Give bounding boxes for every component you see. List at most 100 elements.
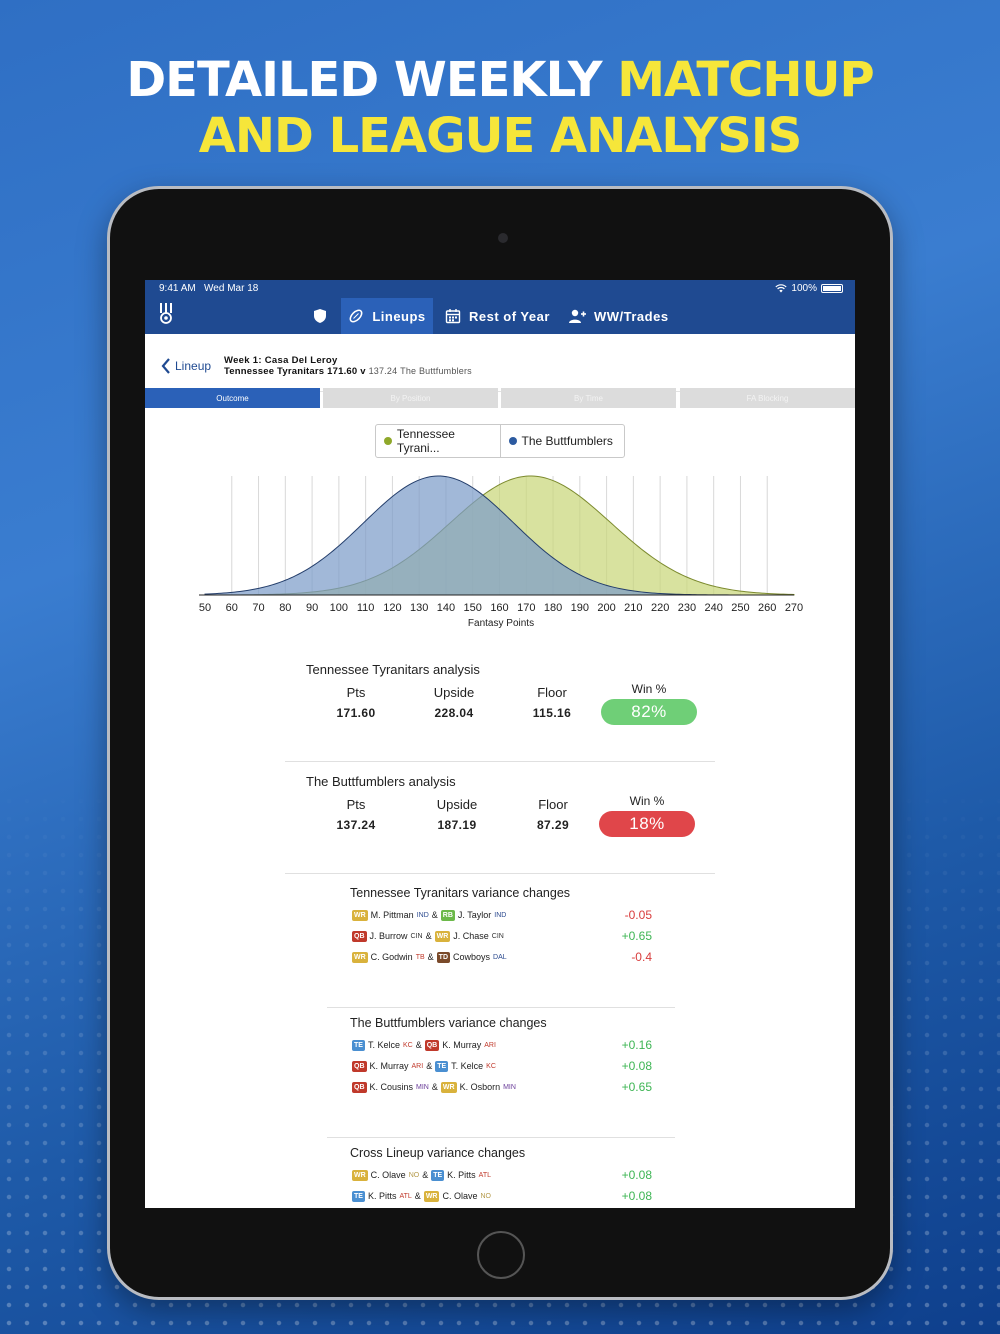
variance-title: Tennessee Tyranitars variance changes (350, 886, 571, 900)
x-tick-label: 50 (199, 602, 211, 614)
win-pill: 18% (599, 811, 695, 837)
ampersand: & (422, 1170, 429, 1180)
position-badge: RB (440, 909, 455, 921)
team-abbr: NO (408, 1171, 420, 1179)
variance-title: The Buttfumblers variance changes (350, 1016, 547, 1030)
player-name: J. Chase (453, 931, 489, 941)
player-name: T. Kelce (451, 1061, 484, 1071)
team1-score: 171.60 (327, 366, 358, 377)
back-label: Lineup (175, 359, 212, 373)
wifi-icon (775, 284, 788, 293)
variance-row[interactable]: WR M. Pittman IND & RB J. Taylor IND -0.05 (352, 908, 652, 922)
team-abbr: DAL (493, 953, 507, 961)
team-abbr: IND (416, 911, 429, 919)
stat-upside-value: 228.04 (434, 706, 474, 720)
position-badge: WR (440, 1081, 457, 1093)
x-tick-label: 200 (597, 602, 615, 614)
x-tick-label: 230 (678, 602, 696, 614)
x-axis-label: Fantasy Points (468, 618, 534, 629)
stat-upside-label: Upside (433, 685, 475, 700)
segment-fa-blocking[interactable]: FA Blocking (680, 388, 855, 408)
team-abbr: MIN (503, 1083, 516, 1091)
tab-ww-trades[interactable]: WW/Trades (568, 298, 669, 334)
stat-pts-label: Pts (346, 797, 366, 812)
player-name: J. Taylor (457, 910, 492, 920)
ampersand: & (425, 931, 432, 941)
segment-by-time[interactable]: By Time (501, 388, 676, 408)
variance-row[interactable]: TE K. Pitts ATL & WR C. Olave NO +0.08 (352, 1189, 652, 1203)
stat-upside: Upside 187.19 (412, 797, 502, 832)
variance-value: +0.65 (621, 1080, 652, 1094)
player-name: K. Cousins (369, 1082, 414, 1092)
player-name: C. Olave (442, 1191, 478, 1201)
variance-row[interactable]: QB K. Cousins MIN & WR K. Osborn MIN +0.65 (352, 1080, 652, 1094)
football-icon (349, 309, 363, 323)
points-distribution-chart: 50 60 70 80 90 100 110 120 130 140 150 160 170 180 190… (199, 475, 803, 629)
analysis-team2: The Buttfumblers analysis Pts 137.24 Upsi… (285, 774, 715, 874)
position-badge: TE (435, 1060, 449, 1072)
tab-rest-of-year[interactable]: Rest of Year (445, 298, 550, 334)
legend-label-team2: The Buttfumblers (521, 434, 613, 448)
variance-row[interactable]: TE T. Kelce KC & QB K. Murray ARI +0.16 (352, 1038, 652, 1052)
app-logo-icon[interactable] (159, 302, 173, 324)
tab-rest-of-year-label: Rest of Year (469, 308, 550, 324)
stat-floor-label: Floor (538, 797, 568, 812)
stat-floor-value: 87.29 (536, 818, 570, 832)
variance-row[interactable]: WR C. Olave NO & TE K. Pitts ATL +0.08 (352, 1168, 652, 1182)
ampersand: & (415, 1040, 422, 1050)
tab-shield[interactable] (309, 298, 331, 334)
team-abbr: TB (415, 953, 425, 961)
team-abbr: CIN (410, 932, 423, 940)
chart-legend: Tennessee Tyrani... The Buttfumblers (375, 424, 625, 458)
back-button[interactable]: Lineup (161, 358, 211, 374)
player-name: M. Pittman (370, 910, 414, 920)
position-badge: QB (352, 1060, 367, 1072)
position-badge: WR (352, 951, 368, 963)
legend-item-team2[interactable]: The Buttfumblers (499, 425, 625, 457)
x-tick-label: 270 (785, 602, 803, 614)
ampersand: & (414, 1191, 421, 1201)
win-percent: Win % 82% (601, 682, 697, 725)
player-name: K. Pitts (367, 1191, 397, 1201)
variance-value: -0.4 (631, 950, 652, 964)
stat-floor: Floor 87.29 (508, 797, 598, 832)
x-tick-label: 80 (279, 602, 291, 614)
variance-row[interactable]: QB K. Murray ARI & TE T. Kelce KC +0.08 (352, 1059, 652, 1073)
stat-upside-label: Upside (436, 797, 478, 812)
chevron-left-icon (161, 358, 170, 374)
stat-floor: Floor 115.16 (507, 685, 597, 720)
variance-row[interactable]: QB J. Burrow CIN & WR J. Chase CIN +0.65 (352, 929, 652, 943)
variance-title: Cross Lineup variance changes (350, 1146, 526, 1160)
segment-by-position[interactable]: By Position (323, 388, 498, 408)
position-badge: WR (352, 909, 368, 921)
team2-name: The Buttfumblers (400, 366, 472, 376)
tab-lineups[interactable]: Lineups (341, 298, 433, 334)
variance-row[interactable]: WR C. Godwin TB & TD Cowboys DAL -0.4 (352, 950, 652, 964)
segmented-control: Outcome By Position By Time FA Blocking (145, 388, 855, 408)
team-abbr: IND (494, 911, 507, 919)
home-button[interactable] (477, 1231, 525, 1279)
player-name: K. Osborn (459, 1082, 501, 1092)
x-tick-label: 190 (571, 602, 589, 614)
headline: DETAILED WEEKLY MATCHUP AND LEAGUE ANALY… (126, 52, 874, 164)
position-badge: TE (431, 1169, 445, 1181)
variance-value: +0.08 (621, 1168, 652, 1182)
x-tick-label: 110 (357, 602, 375, 614)
status-time: 9:41 AM (159, 283, 196, 294)
x-tick-label: 220 (651, 602, 669, 614)
x-tick-label: 120 (383, 602, 401, 614)
calendar-icon (445, 309, 461, 324)
analysis-team1: Tennessee Tyranitars analysis Pts 171.60 … (285, 662, 715, 762)
stat-upside: Upside 228.04 (409, 685, 499, 720)
stat-pts: Pts 171.60 (311, 685, 401, 720)
variance-section: The Buttfumblers variance changes TE T. Ke… (327, 1016, 675, 1138)
team-abbr: KC (486, 1062, 496, 1070)
position-badge: QB (424, 1039, 440, 1051)
legend-item-team1[interactable]: Tennessee Tyrani... (376, 425, 500, 457)
x-tick-label: 170 (517, 602, 535, 614)
segment-outcome[interactable]: Outcome (145, 388, 320, 408)
team-abbr: ATL (399, 1192, 412, 1200)
win-pill: 82% (601, 699, 697, 725)
ampersand: & (431, 910, 438, 920)
player-name: Cowboys (453, 952, 491, 962)
